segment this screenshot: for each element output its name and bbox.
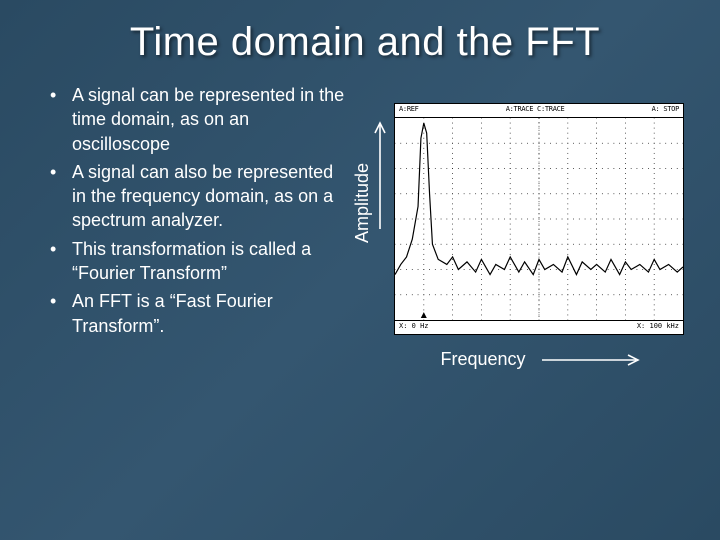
bullet-item: This transformation is called a “Fourier… bbox=[50, 237, 350, 286]
plot-header-mid: A:TRACE C:TRACE bbox=[506, 105, 565, 117]
content-row: A signal can be represented in the time … bbox=[40, 83, 690, 370]
figure-area: Amplitude A:REF A:TRACE C:TRACE A: STOP … bbox=[360, 83, 690, 370]
x-axis-arrow-icon bbox=[540, 354, 640, 366]
bullet-item: An FFT is a “Fast Fourier Transform”. bbox=[50, 289, 350, 338]
plot-header-left: A:REF bbox=[399, 105, 419, 117]
spectrum-plot: A:REF A:TRACE C:TRACE A: STOP X: 0 Hz X:… bbox=[394, 103, 684, 335]
bullet-item: A signal can be represented in the time … bbox=[50, 83, 350, 156]
bullet-item: A signal can also be represented in the … bbox=[50, 160, 350, 233]
plot-header: A:REF A:TRACE C:TRACE A: STOP bbox=[395, 104, 683, 118]
bullet-list: A signal can be represented in the time … bbox=[40, 83, 350, 370]
x-axis-label-row: Frequency bbox=[410, 349, 639, 370]
y-axis-arrow-icon bbox=[374, 121, 386, 231]
y-axis-label: Amplitude bbox=[352, 163, 373, 243]
plot-footer-right: X: 100 kHz bbox=[637, 322, 679, 334]
plot-footer: X: 0 Hz X: 100 kHz bbox=[395, 320, 683, 334]
plot-header-right: A: STOP bbox=[652, 105, 679, 117]
plot-footer-left: X: 0 Hz bbox=[399, 322, 429, 334]
slide: Time domain and the FFT A signal can be … bbox=[0, 0, 720, 540]
plot-body bbox=[395, 118, 683, 320]
slide-title: Time domain and the FFT bbox=[40, 20, 690, 65]
x-axis-label: Frequency bbox=[440, 349, 525, 370]
plot-canvas bbox=[395, 118, 683, 320]
